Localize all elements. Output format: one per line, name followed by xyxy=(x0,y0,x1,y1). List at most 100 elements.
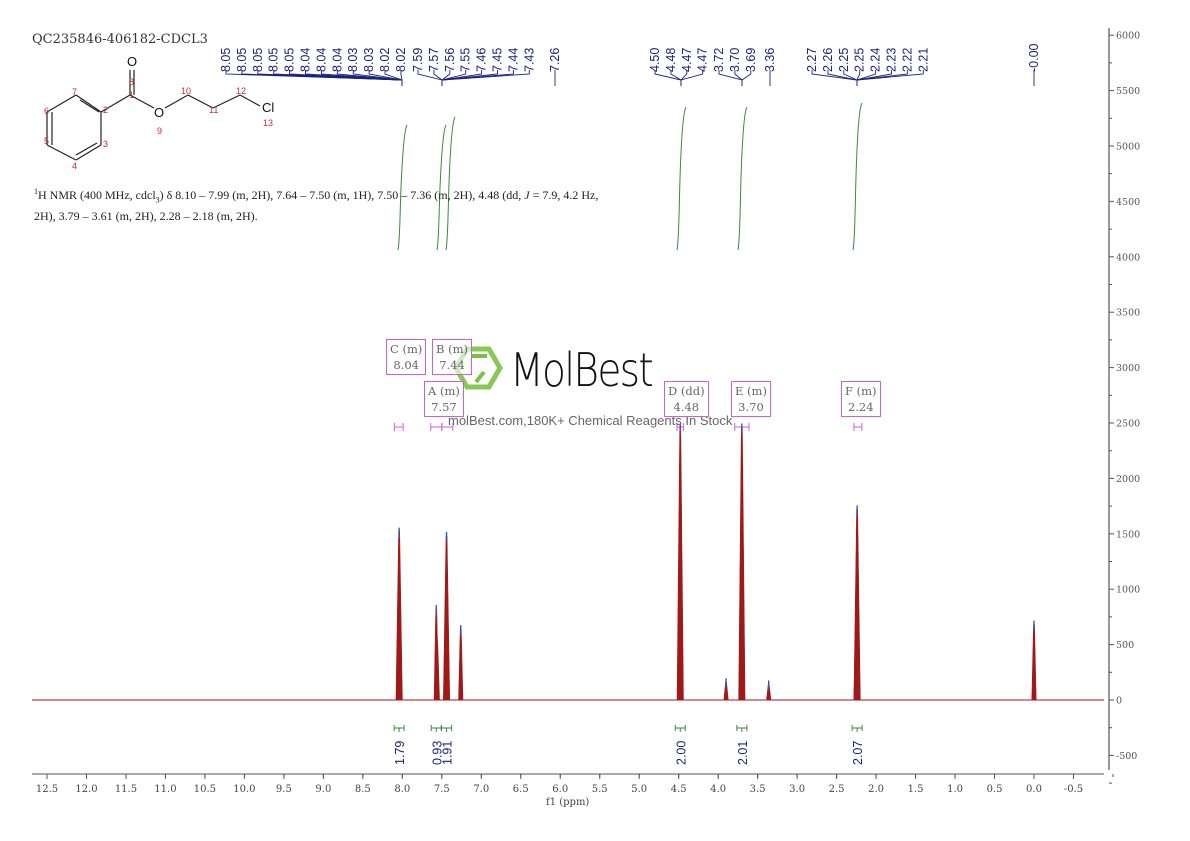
multiplet-box-F: F (m) 2.24 xyxy=(841,381,881,417)
peak-label: 8.05 xyxy=(267,48,281,72)
peak-label: 8.04 xyxy=(314,48,328,72)
spectrum-trace xyxy=(32,423,1104,701)
multiplet-box-B: B (m) 7.44 xyxy=(432,339,472,375)
x-tick-label: 5.0 xyxy=(631,784,647,795)
atom-number: 7 xyxy=(72,87,77,97)
x-tick-label: 7.0 xyxy=(473,784,489,795)
y-tick-label: 5500 xyxy=(1116,86,1140,97)
x-tick-label: 10.0 xyxy=(233,784,255,795)
peak-label: 7.26 xyxy=(548,48,562,72)
summary-part-b: ) δ 8.10 – 7.99 (m, 2H), 7.64 – 7.50 (m,… xyxy=(159,188,525,202)
peak-label: 8.03 xyxy=(346,48,360,72)
x-tick-label: 6.0 xyxy=(552,784,568,795)
summary-part-a: H NMR (400 MHz, cdcl xyxy=(38,188,156,202)
peak-label: 4.50 xyxy=(648,48,662,72)
y-tick-label: 1500 xyxy=(1116,529,1140,540)
atom-number: 11 xyxy=(209,105,218,115)
y-tick-label: 0 xyxy=(1116,696,1122,707)
x-axis-label: f1 (ppm) xyxy=(546,797,590,808)
integral-values: 1.79 0.931.91 2.00 2.01 2.07 xyxy=(393,725,865,765)
peak-label: 7.45 xyxy=(491,48,505,72)
x-tick-label: 9.5 xyxy=(276,784,292,795)
integral-value: 0.93 xyxy=(430,741,444,765)
nmr-summary-text: 1H NMR (400 MHz, cdcl3) δ 8.10 – 7.99 (m… xyxy=(34,183,614,225)
x-tick-label: 4.5 xyxy=(671,784,687,795)
peak-label: 3.69 xyxy=(744,48,758,72)
atom-number: 8 xyxy=(129,77,134,87)
x-tick-label: 0.0 xyxy=(1026,784,1042,795)
peak-label: 7.59 xyxy=(411,48,425,72)
peak-label: 2.21 xyxy=(916,48,930,72)
atom-number: 6 xyxy=(44,106,49,116)
x-tick-label: 3.5 xyxy=(750,784,766,795)
summary-part-c: = 7.9, 4.2 Hz, 2H), 3.79 – 3.61 (m, 2H),… xyxy=(34,188,599,224)
peak-labels: 8.05 8.05 8.05 8.05 8.05 8.04 8.04 8.04 8.03 8.03… xyxy=(219,43,1041,431)
integral-value: 2.01 xyxy=(736,741,750,765)
x-tick-label: 11.0 xyxy=(154,784,176,795)
multiplet-box-E: E (m) 3.70 xyxy=(731,381,771,417)
x-tick-label: 7.5 xyxy=(434,784,450,795)
y-tick-label: 3000 xyxy=(1116,363,1140,374)
x-tick-label: -0.5 xyxy=(1064,784,1083,795)
x-tick-label: 1.0 xyxy=(947,784,963,795)
atom-number: 10 xyxy=(181,86,191,96)
atom-number: 2 xyxy=(103,105,108,115)
atom-number: 5 xyxy=(44,136,49,146)
integral-curves xyxy=(397,102,863,251)
peak-label: 8.02 xyxy=(378,48,392,72)
svg-text:O: O xyxy=(127,54,137,69)
solvent-subscript: 3 xyxy=(155,195,160,205)
x-tick-label: 12.5 xyxy=(36,784,58,795)
y-tick-label: -500 xyxy=(1116,751,1137,762)
peak-label: 2.25 xyxy=(853,48,867,72)
x-tick-label: 0.5 xyxy=(987,784,1003,795)
molecule-structure: O O Cl 8 1 9 10 11 12 13 7 2 3 4 5 6 xyxy=(44,54,274,171)
x-tick-label: 6.5 xyxy=(513,784,529,795)
atom-number: 9 xyxy=(157,126,162,136)
y-tick-label: 2500 xyxy=(1116,419,1140,430)
integral-value: 2.07 xyxy=(851,741,865,765)
atom-number: 12 xyxy=(236,86,246,96)
spectrum-peak xyxy=(1031,624,1037,701)
peak-label: 8.04 xyxy=(330,48,344,72)
y-tick-label: 1000 xyxy=(1116,585,1140,596)
peak-label: 7.57 xyxy=(427,48,441,72)
peak-label: 7.44 xyxy=(506,48,520,72)
x-tick-label: 2.0 xyxy=(868,784,884,795)
peak-label: 8.05 xyxy=(235,48,249,72)
watermark-tagline: molBest.com,180K+ Chemical Reagents In S… xyxy=(448,413,733,428)
peak-label: 3.72 xyxy=(712,48,726,72)
peak-label: 8.05 xyxy=(251,48,265,72)
peak-label: 7.55 xyxy=(459,48,473,72)
peak-label: 8.05 xyxy=(219,48,233,72)
peak-label: 2.23 xyxy=(885,48,899,72)
peak-label: 2.25 xyxy=(837,48,851,72)
x-tick-label: 8.0 xyxy=(394,784,410,795)
peak-label: 8.02 xyxy=(394,48,408,72)
peak-label: 7.56 xyxy=(443,48,457,72)
peak-label: 8.03 xyxy=(362,48,376,72)
x-tick-label: 8.5 xyxy=(355,784,371,795)
y-tick-label: 6000 xyxy=(1116,31,1140,42)
integral-value: 1.91 xyxy=(441,741,455,765)
atom-number: 3 xyxy=(103,139,108,149)
y-tick-label: 5000 xyxy=(1116,142,1140,153)
peak-label: 2.26 xyxy=(821,48,835,72)
multiplet-box-D: D (dd) 4.48 xyxy=(664,381,709,417)
coupling-j: J xyxy=(524,188,530,202)
sample-title: QC235846-406182-CDCL3 xyxy=(32,32,208,47)
atom-number: 4 xyxy=(72,161,77,171)
x-tick-label: 2.5 xyxy=(829,784,845,795)
x-tick-label: 4.0 xyxy=(710,784,726,795)
x-axis: 12.5 12.0 11.5 11.0 10.5 10.0 9.5 9.0 8.5 8.0 7.5 7… xyxy=(32,773,1114,795)
peak-label: 2.27 xyxy=(805,48,819,72)
x-tick-label: 11.5 xyxy=(115,784,137,795)
atom-number: 1 xyxy=(129,90,134,100)
watermark-brand: MolBest xyxy=(510,343,654,397)
integral-value: 2.00 xyxy=(674,741,688,765)
peak-label: 4.48 xyxy=(664,48,678,72)
peak-label: 7.43 xyxy=(522,48,536,72)
peak-label: 8.04 xyxy=(299,48,313,72)
peak-label: 8.05 xyxy=(283,48,297,72)
